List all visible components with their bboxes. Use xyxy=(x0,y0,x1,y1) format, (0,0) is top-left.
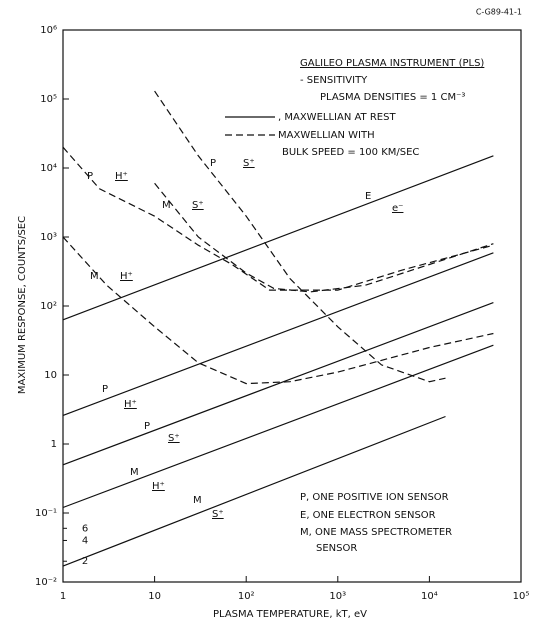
curve-label: S⁺ xyxy=(168,433,180,444)
curve-label: H⁺ xyxy=(115,171,128,182)
curve-label: P xyxy=(87,171,93,182)
curve-label: S⁺ xyxy=(212,509,224,520)
curve xyxy=(154,182,494,293)
figure-id: C-G89-41-1 xyxy=(476,8,522,17)
curve-label: H⁺ xyxy=(120,271,133,282)
y-tick-label: 10³ xyxy=(40,232,57,243)
curve xyxy=(62,146,494,291)
y-tick-label: 10⁻¹ xyxy=(35,508,57,519)
curve-label: P xyxy=(210,158,216,169)
x-tick-label: 10⁴ xyxy=(421,591,438,602)
x-tick-label: 10⁵ xyxy=(513,591,530,602)
y-tick-label: 10⁶ xyxy=(40,25,57,36)
curve-label: M xyxy=(193,495,202,506)
note: SENSOR xyxy=(316,543,357,554)
curve xyxy=(62,344,494,509)
curve xyxy=(62,302,494,466)
y-tick-label: 10² xyxy=(40,301,57,312)
note: P, ONE POSITIVE ION SENSOR xyxy=(300,492,449,503)
y-minor-tick-label: 4 xyxy=(82,535,88,546)
curve-label: M xyxy=(130,467,139,478)
curve xyxy=(62,236,494,385)
legend-title: GALILEO PLASMA INSTRUMENT (PLS) xyxy=(300,58,484,69)
curve xyxy=(62,415,446,567)
x-tick-label: 10 xyxy=(148,591,161,602)
x-axis-label: PLASMA TEMPERATURE, kT, eV xyxy=(213,609,367,620)
legend-title: PLASMA DENSITIES = 1 CM⁻³ xyxy=(320,92,465,103)
curve-label: H⁺ xyxy=(124,399,137,410)
legend-label: MAXWELLIAN WITH xyxy=(278,130,375,141)
note: M, ONE MASS SPECTROMETER xyxy=(300,527,452,538)
y-tick-label: 10⁻² xyxy=(35,577,57,588)
y-tick-label: 10⁵ xyxy=(40,94,57,105)
curve-label: S⁺ xyxy=(243,158,255,169)
curve-label: e⁻ xyxy=(392,203,403,214)
curve-label: P xyxy=(102,384,108,395)
legend-title: - SENSITIVITY xyxy=(300,75,368,86)
curve-label: M xyxy=(162,200,171,211)
x-tick-label: 1 xyxy=(60,591,66,602)
curve-label: H⁺ xyxy=(152,481,165,492)
x-tick-label: 10³ xyxy=(329,591,346,602)
y-minor-tick-label: 6 xyxy=(82,523,88,534)
curve-label: S⁺ xyxy=(192,200,204,211)
y-tick-label: 10 xyxy=(44,370,57,381)
y-axis-label: MAXIMUM RESPONSE, COUNTS/SEC xyxy=(17,216,28,394)
x-tick-label: 10² xyxy=(238,591,255,602)
legend-label: , MAXWELLIAN AT REST xyxy=(278,112,396,123)
y-tick-label: 1 xyxy=(51,439,57,450)
note: E, ONE ELECTRON SENSOR xyxy=(300,510,436,521)
y-minor-tick-label: 2 xyxy=(82,556,88,567)
curve xyxy=(62,155,494,321)
curve xyxy=(154,90,446,383)
curve-label: M xyxy=(90,271,99,282)
legend-label: BULK SPEED = 100 KM/SEC xyxy=(282,147,419,158)
curve-label: P xyxy=(144,421,150,432)
curve xyxy=(62,252,494,416)
curve-label: E xyxy=(365,191,371,202)
y-tick-label: 10⁴ xyxy=(40,163,57,174)
